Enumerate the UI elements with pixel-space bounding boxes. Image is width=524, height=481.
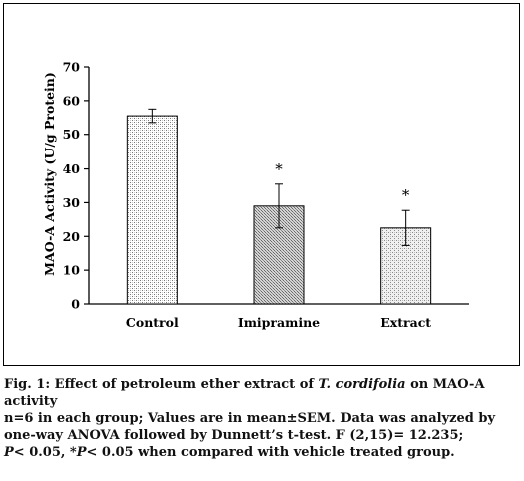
bar-control <box>126 115 178 305</box>
labels: 0 10 20 30 40 50 60 70 Control * Imipramine * Extrac… <box>63 60 432 331</box>
caption-title: Fig. 1: Effect of petroleum ether extrac… <box>4 376 520 410</box>
caption-p1: P <box>4 445 14 460</box>
y-tick-label: 60 <box>63 93 81 108</box>
x-tick-label: Extract <box>380 315 431 330</box>
significance-marker: * <box>402 186 410 204</box>
x-tick-label: Control <box>126 315 179 330</box>
y-tick-label: 70 <box>63 60 81 75</box>
caption-p2-tail: < 0.05 when compared with vehicle treate… <box>86 445 455 460</box>
caption-title-tail: on MAO-A activity <box>4 377 485 409</box>
caption-p1-tail: < 0.05, * <box>13 445 77 460</box>
y-tick-label: 50 <box>63 127 81 142</box>
caption-note: n=6 in each group; Values are in mean±SE… <box>4 410 520 461</box>
y-tick-label: 20 <box>63 229 81 244</box>
y-tick-label: 30 <box>63 195 81 210</box>
figure-caption: Fig. 1: Effect of petroleum ether extrac… <box>4 376 520 461</box>
significance-marker: * <box>275 160 283 178</box>
caption-note-main: n=6 in each group; Values are in mean±SE… <box>4 411 496 443</box>
x-tick-label: Imipramine <box>238 315 320 330</box>
y-tick-label: 0 <box>71 297 80 312</box>
bar-chart: 0 10 20 30 40 50 60 70 Control * Imipramine * Extrac… <box>42 60 469 331</box>
caption-species: T. cordifolia <box>318 377 406 392</box>
bars <box>126 108 432 305</box>
caption-p2: P <box>76 445 87 460</box>
y-tick-label: 40 <box>63 161 81 176</box>
caption-title-lead: Fig. 1: Effect of petroleum ether extrac… <box>4 377 319 392</box>
y-tick-label: 10 <box>63 263 81 278</box>
y-axis-label: MAO-A Activity (U/g Protein) <box>42 72 57 276</box>
chart-frame: 0 10 20 30 40 50 60 70 Control * Imipramine * Extrac… <box>3 3 520 366</box>
